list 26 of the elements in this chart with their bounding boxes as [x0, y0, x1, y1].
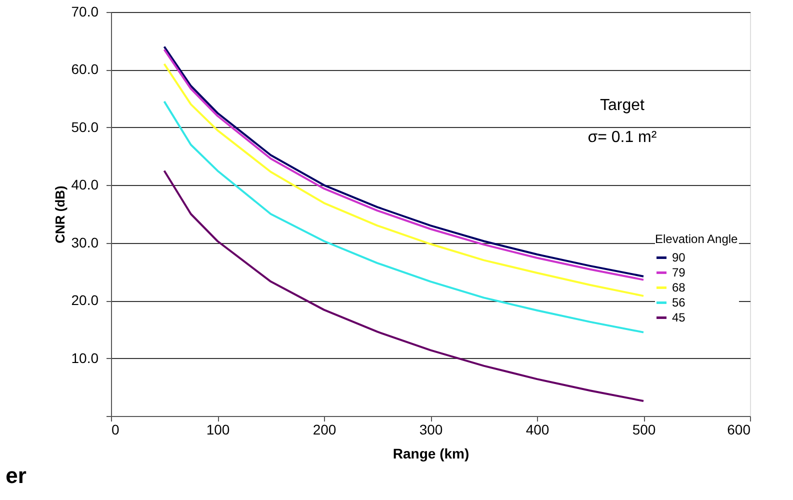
x-tick-label: 0	[112, 422, 120, 438]
x-tick-label: 100	[206, 422, 230, 438]
y-tick-label: 30.0	[71, 234, 99, 250]
legend-label: 79	[672, 266, 686, 280]
legend-title: Elevation Angle	[655, 232, 738, 246]
x-axis-title: Range (km)	[392, 446, 470, 462]
line-series	[163, 170, 644, 402]
y-tick-label: 50.0	[71, 118, 99, 135]
x-tick-label: 300	[419, 422, 443, 438]
legend-label: 56	[672, 296, 686, 310]
x-tick-label: 500	[632, 422, 656, 438]
x-tick-label: 600	[727, 422, 751, 438]
y-tick-label: 10.0	[71, 350, 99, 366]
x-tick-label: 400	[526, 422, 550, 438]
legend-label: 90	[672, 250, 686, 265]
y-tick-label: 40.0	[71, 176, 99, 193]
legend-label: 45	[672, 310, 686, 325]
text: er	[6, 463, 27, 488]
x-tick-label: 200	[312, 422, 336, 438]
legend-label: 68	[672, 280, 686, 295]
annotation: σ= 0.1 m²	[588, 129, 658, 146]
y-axis-title: CNR (dB)	[52, 186, 68, 244]
y-tick-label: 60.0	[71, 61, 99, 78]
y-tick-label: 20.0	[71, 292, 99, 308]
annotation: Target	[600, 96, 645, 114]
y-tick-label: 70.0	[71, 4, 99, 20]
